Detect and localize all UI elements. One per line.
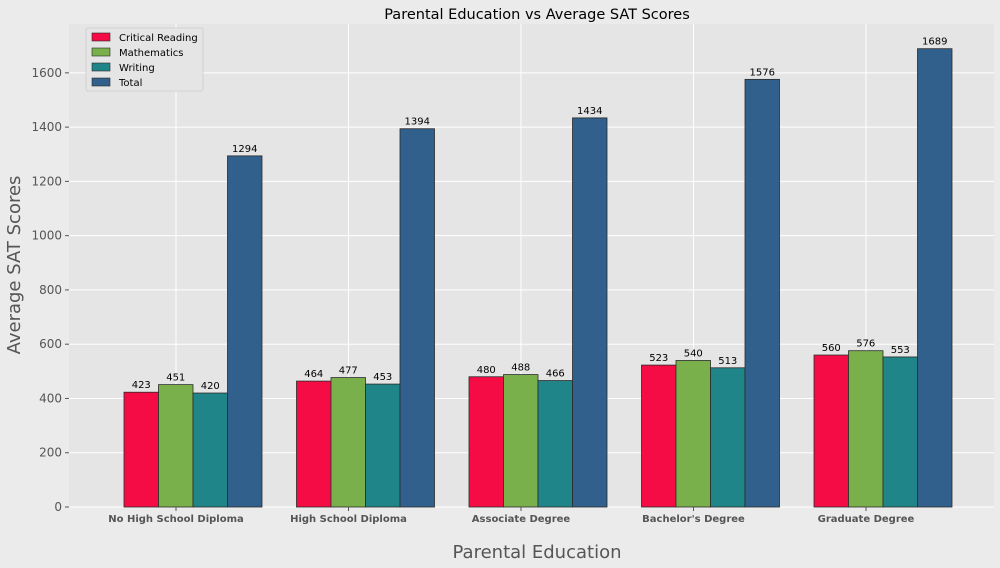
x-tick-label: Bachelor's Degree — [642, 514, 745, 525]
y-tick-label: 200 — [39, 446, 62, 460]
y-tick-label: 0 — [54, 500, 62, 514]
bar-writing — [882, 356, 918, 508]
bar-mathematics — [848, 350, 884, 508]
y-tick-label: 800 — [39, 283, 62, 297]
bar-value-label: 453 — [373, 372, 392, 383]
bar-writing — [365, 383, 401, 508]
x-tick-label: No High School Diploma — [108, 514, 244, 525]
bar-critical-reading — [123, 391, 159, 508]
x-axis-ticks: No High School Diploma High School Diplom… — [108, 507, 915, 525]
bar-value-label: 560 — [822, 343, 841, 354]
y-tick-label: 1400 — [31, 120, 62, 134]
bar-total — [227, 155, 263, 508]
bars — [123, 48, 953, 508]
bar-mathematics — [158, 384, 194, 508]
legend-box — [85, 27, 204, 92]
bar-mathematics — [675, 360, 711, 508]
y-tick-label: 1000 — [31, 229, 62, 243]
bar-critical-reading — [468, 376, 504, 508]
bar-writing — [537, 380, 573, 508]
y-axis-title: Average SAT Scores — [4, 176, 25, 355]
bar-value-label: 513 — [718, 356, 737, 367]
bar-value-label: 523 — [649, 353, 668, 364]
bar-value-label: 423 — [132, 380, 151, 391]
bar-value-label: 1434 — [577, 106, 602, 117]
chart-title: Parental Education vs Average SAT Scores — [384, 7, 690, 23]
bar-value-label: 477 — [339, 366, 358, 377]
y-tick-label: 400 — [39, 391, 62, 405]
bar-value-label: 488 — [511, 363, 530, 374]
legend-label: Writing — [119, 63, 155, 74]
legend-swatch — [91, 47, 111, 57]
bar-total — [917, 48, 953, 508]
y-axis-ticks: 0 200 400 600 800 1000 1200 1400 1600 — [31, 66, 69, 514]
legend: Critical Reading Mathematics Writing Total — [85, 27, 204, 92]
bar-mathematics — [503, 374, 539, 508]
bar-value-label: 464 — [304, 369, 323, 380]
bar-value-label: 420 — [201, 381, 220, 392]
bar-value-label: 553 — [891, 345, 910, 356]
legend-swatch — [91, 77, 111, 87]
x-tick-label: High School Diploma — [290, 514, 407, 525]
bar-total — [399, 128, 435, 508]
legend-swatch — [91, 32, 111, 42]
bar-value-label: 451 — [166, 373, 185, 384]
x-axis-title: Parental Education — [453, 542, 622, 563]
x-tick-label: Associate Degree — [472, 514, 571, 525]
bar-critical-reading — [296, 380, 332, 508]
x-tick-label: Graduate Degree — [818, 514, 915, 525]
bar-value-label: 540 — [684, 348, 703, 359]
bar-mathematics — [330, 377, 366, 508]
bar-value-label: 1294 — [232, 144, 257, 155]
legend-swatch — [91, 62, 111, 72]
bar-value-label: 1576 — [750, 67, 775, 78]
bar-value-label: 576 — [856, 339, 875, 350]
bar-writing — [710, 367, 746, 508]
bar-critical-reading — [813, 354, 849, 508]
bar-writing — [192, 392, 228, 508]
bar-value-label: 1394 — [405, 117, 430, 128]
bar-value-label: 1689 — [922, 37, 947, 48]
bar-total — [744, 78, 780, 508]
bar-value-label: 466 — [546, 369, 565, 380]
legend-label: Total — [118, 78, 142, 89]
y-tick-label: 600 — [39, 337, 62, 351]
legend-label: Mathematics — [119, 48, 183, 59]
bar-critical-reading — [641, 364, 677, 508]
bar-value-label: 480 — [477, 365, 496, 376]
bar-total — [572, 117, 608, 508]
data-labels: 423 464 480 523 560 451 477 488 540 576 420 453 466 5… — [132, 37, 948, 392]
legend-label: Critical Reading — [119, 33, 198, 44]
y-tick-label: 1200 — [31, 174, 62, 188]
y-tick-label: 1600 — [31, 66, 62, 80]
